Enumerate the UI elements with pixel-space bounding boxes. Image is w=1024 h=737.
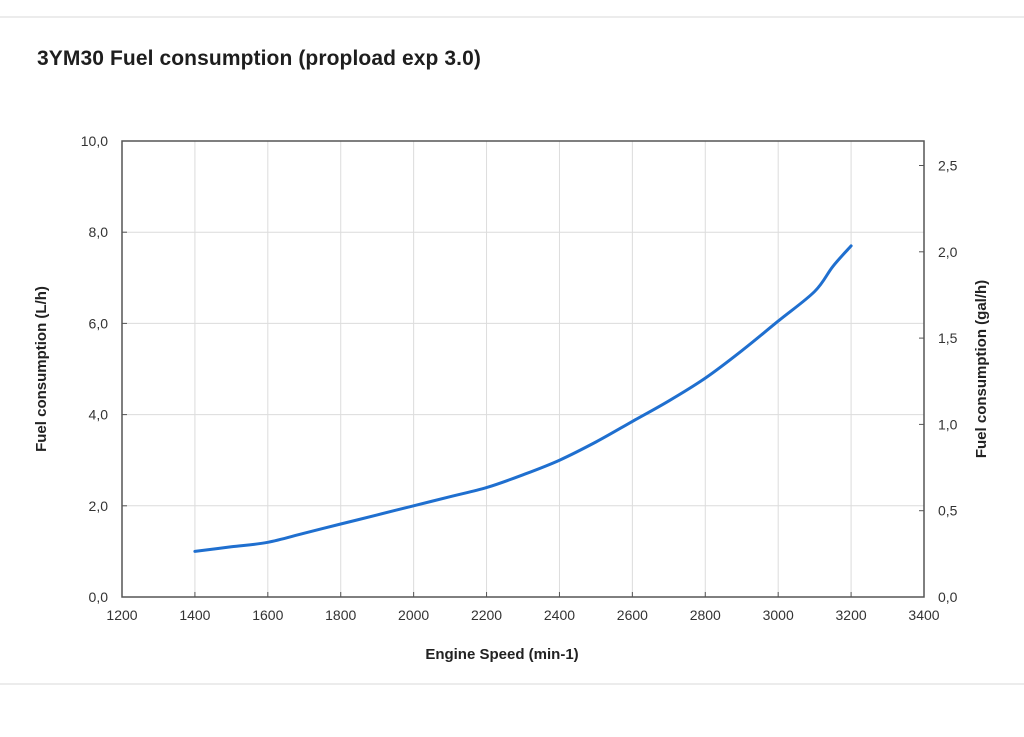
x-tick-label: 1800 <box>325 607 356 623</box>
y-tick-label: 6,0 <box>89 315 109 331</box>
x-tick-label: 2200 <box>471 607 502 623</box>
y2-tick-label: 1,0 <box>938 416 958 432</box>
chart-title: 3YM30 Fuel consumption (propload exp 3.0… <box>37 47 481 70</box>
x-tick-label: 1200 <box>106 607 137 623</box>
y2-tick-label: 0,0 <box>938 589 958 605</box>
x-tick-label: 2800 <box>690 607 721 623</box>
y-tick-label: 4,0 <box>89 407 109 423</box>
top-divider <box>0 16 1024 18</box>
plot-frame <box>121 140 925 598</box>
y-tick-label: 0,0 <box>89 589 109 605</box>
y-axis-label: Fuel consumption (L/h) <box>33 286 50 452</box>
x-tick-label: 3400 <box>908 607 939 623</box>
x-tick-label: 3000 <box>763 607 794 623</box>
y2-tick-label: 2,5 <box>938 158 958 174</box>
grid-lines <box>122 141 924 597</box>
x-tick-label: 1600 <box>252 607 283 623</box>
x-tick-label: 1400 <box>179 607 210 623</box>
series-line-fuel-consumption <box>193 244 853 553</box>
y-tick-label: 10,0 <box>81 133 108 149</box>
x-tick-label: 2400 <box>544 607 575 623</box>
bottom-divider <box>0 683 1024 685</box>
y2-axis-ticks: 0,0 0,5 1,0 1,5 2,0 2,5 <box>919 158 958 605</box>
y2-axis-label: Fuel consumption (gal/h) <box>973 280 990 458</box>
y2-tick-label: 2,0 <box>938 244 958 260</box>
x-axis-ticks: 1200 1400 1600 1800 2000 2200 2400 2600 2800 3000… <box>106 592 940 623</box>
y2-tick-label: 0,5 <box>938 503 958 519</box>
y-axis-ticks: 0,0 2,0 4,0 6,0 8,0 10,0 <box>81 133 127 605</box>
y-tick-label: 2,0 <box>89 498 109 514</box>
x-tick-label: 2600 <box>617 607 648 623</box>
x-axis-label: Engine Speed (min-1) <box>425 646 578 663</box>
x-tick-label: 2000 <box>398 607 429 623</box>
series-group <box>193 244 853 553</box>
x-tick-label: 3200 <box>836 607 867 623</box>
y2-tick-label: 1,5 <box>938 330 958 346</box>
y-tick-label: 8,0 <box>89 224 109 240</box>
